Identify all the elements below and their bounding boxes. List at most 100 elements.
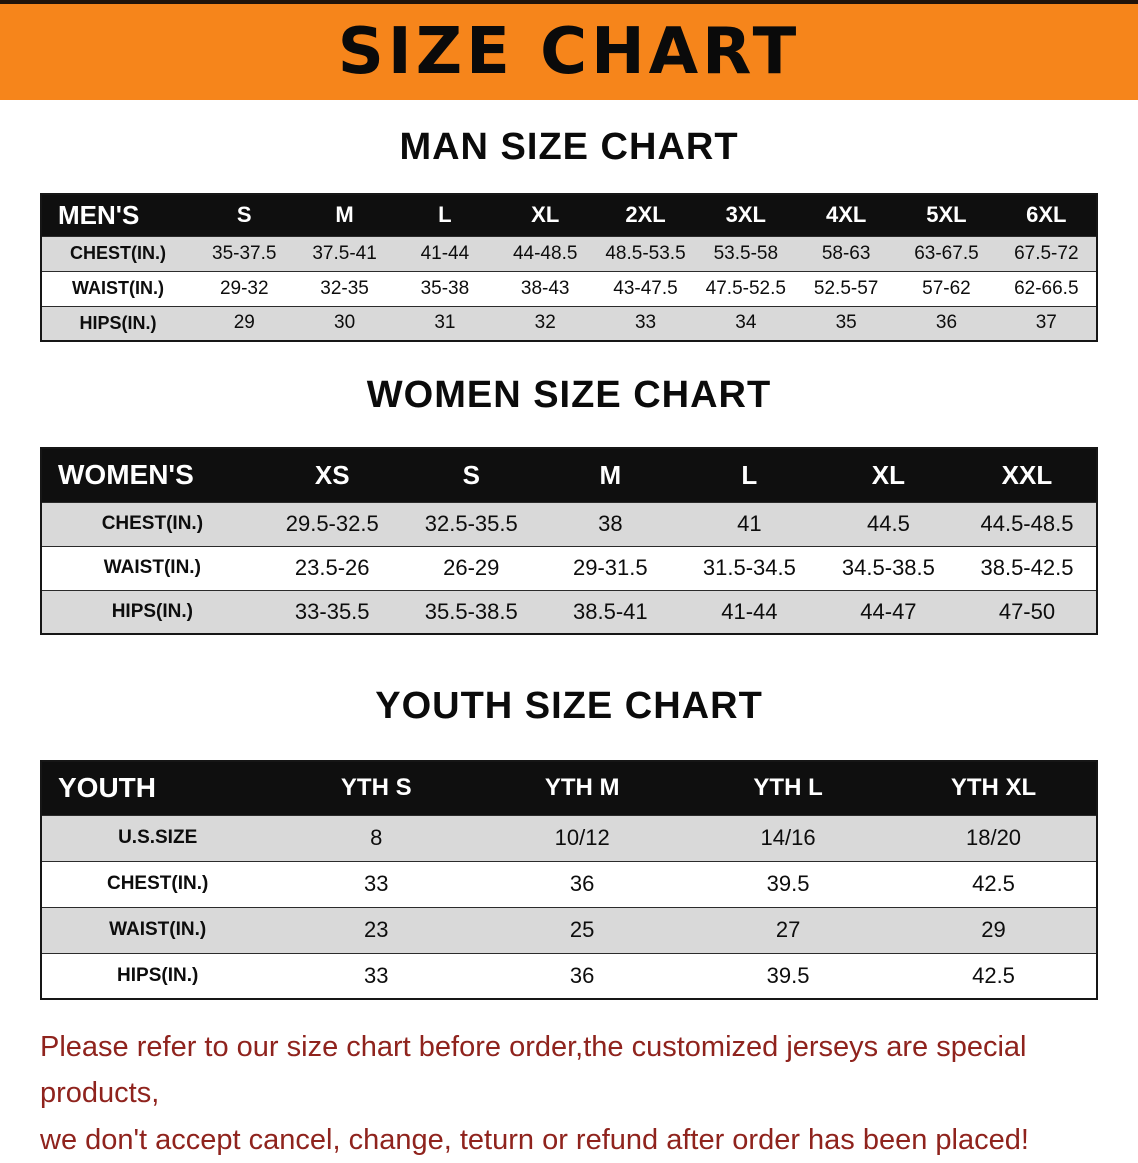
value-cell: 39.5 [685, 860, 892, 907]
men-chest-row: CHEST(IN.) 35-37.5 37.5-41 41-44 44-48.5… [41, 235, 1097, 271]
men-size-col: L [394, 194, 496, 236]
value-cell: 31 [394, 305, 496, 341]
value-cell: 32-35 [294, 270, 395, 306]
value-cell: 29-31.5 [540, 545, 680, 590]
women-size-col: XS [262, 448, 402, 502]
value-cell: 25 [479, 906, 686, 953]
youth-section-title: YOUTH SIZE CHART [375, 685, 763, 727]
value-cell: 42.5 [891, 952, 1097, 999]
value-cell: 39.5 [685, 952, 892, 999]
value-cell: 35 [795, 305, 897, 341]
row-label-cell: WAIST(IN.) [41, 545, 263, 590]
youth-hips-row: HIPS(IN.) 33 36 39.5 42.5 [41, 952, 1097, 999]
value-cell: 44-48.5 [495, 235, 596, 271]
value-cell: 32 [495, 305, 596, 341]
value-cell: 33-35.5 [262, 589, 402, 634]
value-cell: 23.5-26 [262, 545, 402, 590]
men-header-row: MEN'S S M L XL 2XL 3XL 4XL 5XL 6XL [41, 194, 1097, 236]
men-size-col: XL [495, 194, 596, 236]
men-size-col: 4XL [795, 194, 897, 236]
value-cell: 38.5-41 [540, 589, 680, 634]
row-label-cell: HIPS(IN.) [41, 305, 195, 341]
value-cell: 31.5-34.5 [679, 545, 819, 590]
women-size-col: S [401, 448, 541, 502]
youth-size-table: YOUTH YTH S YTH M YTH L YTH XL U.S.SIZE … [40, 760, 1098, 1000]
value-cell: 33 [273, 952, 480, 999]
row-label-cell: WAIST(IN.) [41, 270, 195, 306]
value-cell: 8 [273, 814, 480, 861]
value-cell: 38 [540, 501, 680, 546]
women-size-col: L [679, 448, 819, 502]
youth-size-chart-section: YOUTH SIZE CHART YOUTH YTH S YTH M YTH L… [0, 685, 1138, 1000]
value-cell: 44.5 [818, 501, 958, 546]
value-cell: 38-43 [495, 270, 596, 306]
value-cell: 10/12 [479, 814, 686, 861]
disclaimer-line-1: Please refer to our size chart before or… [40, 1031, 1027, 1110]
row-label-cell: HIPS(IN.) [41, 589, 263, 634]
size-chart-title: SIZE CHART [337, 15, 801, 89]
value-cell: 14/16 [685, 814, 892, 861]
youth-table-title-cell: YOUTH [41, 761, 274, 815]
value-cell: 44.5-48.5 [957, 501, 1097, 546]
women-chest-row: CHEST(IN.) 29.5-32.5 32.5-35.5 38 41 44.… [41, 501, 1097, 546]
value-cell: 47.5-52.5 [695, 270, 796, 306]
women-size-col: XXL [957, 448, 1097, 502]
men-hips-row: HIPS(IN.) 29 30 31 32 33 34 35 36 37 [41, 305, 1097, 341]
value-cell: 53.5-58 [695, 235, 796, 271]
women-size-col: M [540, 448, 680, 502]
row-label-cell: WAIST(IN.) [41, 906, 274, 953]
size-chart-banner: SIZE CHART [0, 0, 1138, 100]
women-hips-row: HIPS(IN.) 33-35.5 35.5-38.5 38.5-41 41-4… [41, 589, 1097, 634]
men-size-col: 3XL [695, 194, 796, 236]
value-cell: 34 [695, 305, 796, 341]
women-section-title: WOMEN SIZE CHART [366, 374, 772, 416]
women-header-row: WOMEN'S XS S M L XL XXL [41, 448, 1097, 502]
value-cell: 52.5-57 [795, 270, 897, 306]
value-cell: 26-29 [401, 545, 541, 590]
value-cell: 37 [996, 305, 1097, 341]
value-cell: 67.5-72 [996, 235, 1097, 271]
value-cell: 27 [685, 906, 892, 953]
value-cell: 30 [294, 305, 395, 341]
value-cell: 42.5 [891, 860, 1097, 907]
value-cell: 29-32 [194, 270, 295, 306]
men-size-table: MEN'S S M L XL 2XL 3XL 4XL 5XL 6XL CHEST… [40, 193, 1098, 342]
value-cell: 35-37.5 [194, 235, 295, 271]
value-cell: 35-38 [394, 270, 496, 306]
value-cell: 29 [194, 305, 295, 341]
row-label-cell: CHEST(IN.) [41, 235, 195, 271]
men-size-col: 6XL [996, 194, 1097, 236]
youth-chest-row: CHEST(IN.) 33 36 39.5 42.5 [41, 860, 1097, 907]
value-cell: 33 [273, 860, 480, 907]
value-cell: 36 [479, 952, 686, 999]
women-waist-row: WAIST(IN.) 23.5-26 26-29 29-31.5 31.5-34… [41, 545, 1097, 590]
youth-header-row: YOUTH YTH S YTH M YTH L YTH XL [41, 761, 1097, 815]
women-size-chart-section: WOMEN SIZE CHART WOMEN'S XS S M L XL XXL [0, 374, 1138, 635]
value-cell: 23 [273, 906, 480, 953]
men-section-title: MAN SIZE CHART [399, 126, 739, 168]
youth-waist-row: WAIST(IN.) 23 25 27 29 [41, 906, 1097, 953]
value-cell: 36 [896, 305, 997, 341]
value-cell: 63-67.5 [896, 235, 997, 271]
value-cell: 35.5-38.5 [401, 589, 541, 634]
value-cell: 44-47 [818, 589, 958, 634]
value-cell: 33 [595, 305, 696, 341]
men-size-col: S [194, 194, 295, 236]
men-size-col: 5XL [896, 194, 997, 236]
value-cell: 41 [679, 501, 819, 546]
disclaimer-note: Please refer to our size chart before or… [40, 1024, 1110, 1163]
row-label-cell: HIPS(IN.) [41, 952, 274, 999]
youth-size-col: YTH XL [891, 761, 1097, 815]
row-label-cell: CHEST(IN.) [41, 501, 263, 546]
women-table-title-cell: WOMEN'S [41, 448, 263, 502]
value-cell: 18/20 [891, 814, 1097, 861]
disclaimer-line-2: we don't accept cancel, change, teturn o… [40, 1123, 1029, 1156]
value-cell: 36 [479, 860, 686, 907]
value-cell: 29 [891, 906, 1097, 953]
value-cell: 29.5-32.5 [262, 501, 402, 546]
women-size-table: WOMEN'S XS S M L XL XXL CHEST(IN.) 29.5-… [40, 447, 1098, 635]
youth-ussize-row: U.S.SIZE 8 10/12 14/16 18/20 [41, 814, 1097, 861]
row-label-cell: U.S.SIZE [41, 814, 274, 861]
men-table-title-cell: MEN'S [41, 194, 195, 236]
